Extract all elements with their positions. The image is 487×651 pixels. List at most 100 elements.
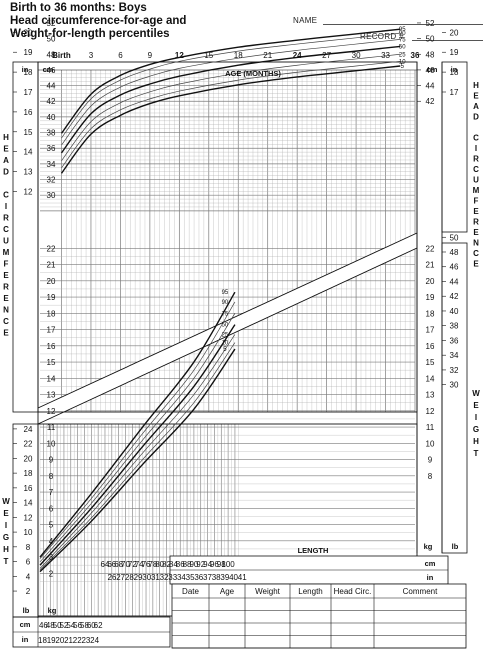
age-tick-label: 33	[381, 51, 390, 60]
wl-percentile-75-label: 75	[222, 311, 229, 317]
head-circumference-vertical-label-right: C	[473, 165, 479, 174]
name-field[interactable]	[323, 24, 483, 25]
weight-lb-tick-label-right: 32	[450, 366, 459, 375]
weight-kg-tick-label: 11	[47, 423, 56, 432]
length-in-tick-label: 28	[125, 573, 134, 582]
wl-percentile-10-label: 10	[222, 341, 229, 347]
wl-percentile-50-curve	[39, 324, 236, 566]
wl-percentile-90-curve	[39, 301, 236, 559]
hc-percentile-10-curve	[61, 60, 401, 169]
head-circumference-vertical-label-right: E	[473, 228, 479, 237]
table-header-comment: Comment	[403, 587, 438, 596]
length-cm-tick-label: 76	[142, 560, 151, 569]
head-circumference-vertical-label-right: N	[473, 239, 479, 248]
head-circumference-vertical-label: U	[3, 237, 9, 246]
head-circumference-vertical-label-right: E	[473, 260, 479, 269]
length-in-tick-label: 33	[168, 573, 177, 582]
length-cm-tick-label: 60	[87, 621, 96, 630]
weight-vertical-label: W	[2, 497, 10, 506]
length-in-tick-label: 40	[229, 573, 238, 582]
hc-percentile-90-label: 90	[399, 31, 406, 37]
name-label: NAME	[293, 16, 318, 25]
hc-cm-tick-label: 30	[47, 191, 56, 200]
weight-kg-tick-label-right: 17	[426, 326, 435, 335]
record-label: RECORD #	[360, 32, 404, 41]
age-tick-label: 12	[175, 51, 184, 60]
wl-percentile-25-label: 25	[222, 332, 229, 338]
weight-kg-tick-label: 4	[49, 537, 54, 546]
hc-percentile-50-label: 50	[399, 44, 406, 50]
weight-vertical-label: H	[3, 545, 9, 554]
head-circumference-vertical-label: C	[3, 191, 9, 200]
head-circumference-vertical-label-right: R	[473, 218, 479, 227]
weight-kg-tick-label: 3	[49, 553, 54, 562]
weight-vertical-label: T	[4, 557, 9, 566]
weight-kg-tick-label: 20	[47, 277, 56, 286]
age-tick-label: 9	[148, 51, 153, 60]
length-cm-tick-label: 88	[183, 560, 192, 569]
length-in-tick-label: 26	[108, 573, 117, 582]
head-circumference-vertical-label: H	[3, 133, 9, 142]
length-in-tick-label: 24	[90, 636, 99, 645]
weight-lb-tick-label: 20	[24, 454, 33, 463]
weight-kg-tick-label: 14	[47, 374, 56, 383]
hc-percentile-75-curve	[61, 39, 401, 146]
age-axis-label: AGE (MONTHS)	[225, 69, 281, 78]
head-circumference-vertical-label-right: E	[473, 207, 479, 216]
length-in-tick-label: 29	[134, 573, 143, 582]
hc-in-tick-label: 16	[24, 108, 33, 117]
head-circumference-vertical-label: I	[5, 202, 7, 211]
age-tick-label: 27	[322, 51, 331, 60]
table-header-weight: Weight	[255, 587, 281, 596]
weight-kg-tick-label: 16	[47, 342, 56, 351]
head-circumference-vertical-label-right: M	[473, 186, 480, 195]
head-circumference-vertical-label-right: F	[474, 197, 479, 206]
table-header-length: Length	[298, 587, 322, 596]
record-field[interactable]	[412, 40, 483, 41]
head-circumference-vertical-label-right: A	[473, 102, 479, 111]
head-circumference-vertical-label-right: C	[473, 134, 479, 143]
unit-kg-label-right: kg	[424, 542, 433, 551]
hc-cm-tick-label: 52	[47, 19, 56, 28]
weight-kg-tick-label: 9	[49, 456, 54, 465]
hc-cm-tick-label: 34	[47, 160, 56, 169]
unit-cm-label-right: cm	[427, 65, 438, 74]
length-cm-tick-label: 90	[189, 560, 198, 569]
age-tick-label: 15	[204, 51, 213, 60]
hc-percentile-5-label: 5	[401, 64, 405, 70]
wl-percentile-75-curve	[39, 313, 236, 563]
hc-percentile-25-label: 25	[399, 52, 406, 58]
length-cm-tick-label: 70	[121, 560, 130, 569]
hc-cm-tick-label-right: 50	[426, 35, 435, 44]
hc-cm-tick-label: 40	[47, 113, 56, 122]
wl-percentile-5-curve	[39, 348, 236, 573]
head-circumference-vertical-label-right: I	[475, 144, 477, 153]
length-in-tick-label: 34	[177, 573, 186, 582]
hc-cm-tick-label: 32	[47, 176, 56, 185]
head-circumference-vertical-label: E	[3, 329, 9, 338]
length-cm-tick-label: 82	[162, 560, 171, 569]
hc-percentile-5-curve	[60, 65, 401, 174]
weight-kg-tick-label: 15	[47, 358, 56, 367]
head-circumference-vertical-label: A	[3, 156, 9, 165]
weight-kg-tick-label: 8	[49, 472, 54, 481]
age-tick-label: Birth	[52, 51, 71, 60]
hc-percentile-10-label: 10	[399, 59, 406, 65]
weight-kg-tick-label: 2	[49, 569, 54, 578]
weight-lb-tick-label-right: 34	[450, 351, 459, 360]
weight-vertical-label-right: E	[473, 401, 479, 410]
age-tick-label: 36	[411, 51, 420, 60]
length-in-tick-label: 31	[151, 573, 160, 582]
length-in-tick-label: 18	[38, 636, 47, 645]
length-cm-tick-label: 96	[210, 560, 219, 569]
measurement-table: Date Age Weight Length Head Circ. Comment	[171, 583, 467, 649]
length-cm-tick-label: 84	[169, 560, 178, 569]
weight-kg-tick-label: 5	[49, 521, 54, 530]
hc-in-tick-label-right: 20	[450, 28, 459, 37]
weight-lb-tick-label: 22	[24, 440, 33, 449]
weight-kg-tick-label: 7	[49, 488, 54, 497]
weight-kg-tick-label: 13	[47, 391, 56, 400]
age-tick-label: 3	[89, 51, 94, 60]
length-cm-tick-label: 80	[155, 560, 164, 569]
length-cm-tick-label: 94	[203, 560, 212, 569]
